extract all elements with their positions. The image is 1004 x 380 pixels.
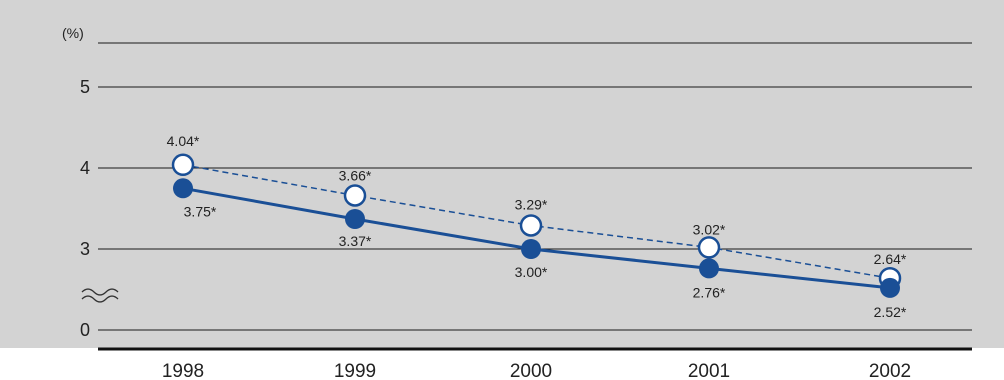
data-label: 3.00* (515, 264, 548, 280)
open-circle-point (697, 236, 721, 259)
filled-circle-point (345, 209, 365, 229)
data-label: 4.04* (167, 133, 200, 149)
x-tick-label: 2002 (869, 361, 911, 380)
data-label: 3.29* (515, 197, 548, 213)
open-circle-point (343, 184, 367, 207)
open-circle-point (171, 153, 195, 177)
data-label: 3.02* (693, 221, 726, 237)
y-tick-label: 3 (80, 239, 90, 259)
filled-circle-point (521, 239, 541, 259)
y-tick-label: 0 (80, 320, 90, 340)
data-label: 3.75* (184, 203, 217, 219)
data-label: 3.37* (339, 233, 372, 249)
open-circle-point (519, 214, 543, 237)
y-tick-label: 5 (80, 77, 90, 97)
filled-circle-point (880, 277, 900, 298)
axis-break-line (81, 288, 119, 296)
data-series (171, 153, 902, 298)
y-tick-labels: 0 3 4 5 (80, 77, 90, 340)
axis-break-line (81, 295, 119, 303)
data-label: 3.66* (339, 168, 372, 184)
filled-circle-point (699, 258, 719, 279)
axis-break-icon (81, 288, 119, 303)
filled-circle-point (173, 178, 193, 199)
y-unit-label: (%) (62, 25, 84, 41)
data-label: 2.52* (874, 304, 907, 320)
x-tick-label: 1998 (162, 361, 204, 380)
data-label: 2.76* (693, 284, 726, 300)
x-tick-label: 1999 (334, 361, 376, 380)
data-labels: 4.04* 3.66* 3.29* 3.02* 2.64* 3.75* 3.37* 3.00*… (167, 133, 907, 320)
y-tick-label: 4 (80, 158, 90, 178)
data-label: 2.64* (874, 251, 907, 267)
x-tick-label: 2001 (688, 361, 730, 380)
plot-background (0, 0, 1004, 348)
x-tick-labels: 1998 1999 2000 2001 2002 (162, 361, 911, 380)
x-tick-label: 2000 (510, 361, 552, 380)
